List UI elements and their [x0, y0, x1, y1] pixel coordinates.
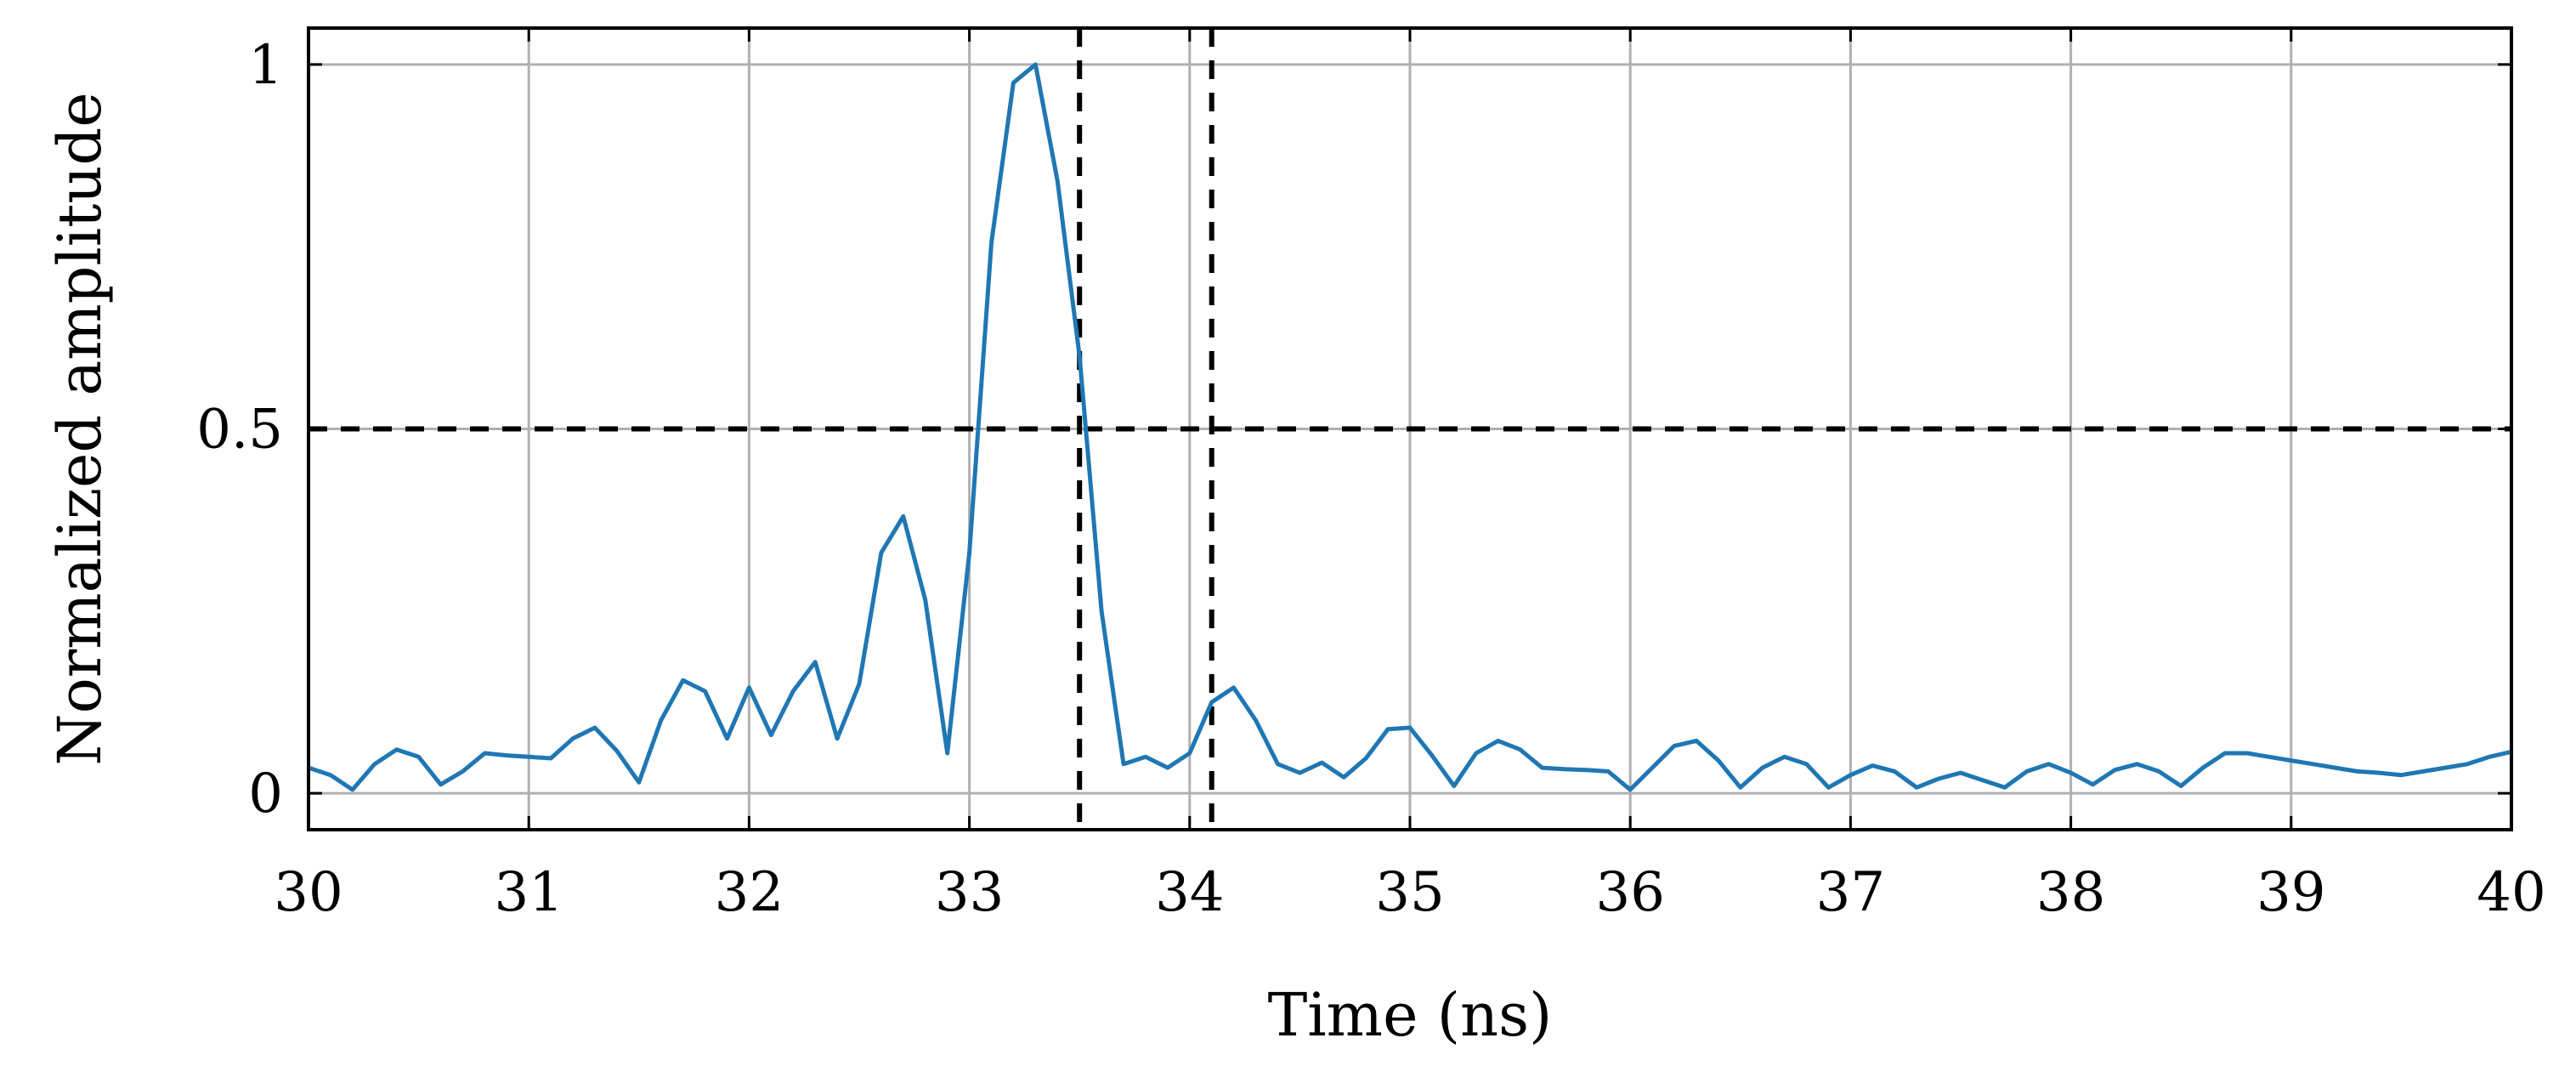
x-axis-label: Time (ns) [1268, 980, 1553, 1050]
x-tick-label: 33 [935, 861, 1004, 924]
tick-labels: 30 31 32 33 34 35 36 37 38 39 40 0 0.5 1 [196, 28, 2546, 924]
y-axis-label: Normalized amplitude [45, 92, 115, 765]
series-layer [308, 62, 2512, 792]
y-tick-label: 0 [248, 763, 283, 825]
x-tick-label: 30 [274, 861, 343, 924]
x-tick-label: 32 [715, 861, 784, 924]
y-tick-label: 1 [248, 34, 283, 97]
x-tick-label: 37 [1816, 861, 1885, 924]
x-tick-label: 36 [1595, 861, 1664, 924]
x-tick-label: 34 [1155, 861, 1224, 924]
x-tick-label: 40 [2477, 861, 2545, 924]
x-tick-label: 39 [2256, 861, 2325, 924]
y-tick-label: 0.5 [196, 399, 283, 462]
series-line [308, 62, 2512, 792]
x-tick-label: 35 [1375, 861, 1444, 924]
x-tick-label: 38 [2036, 861, 2105, 924]
x-tick-label: 31 [494, 861, 563, 924]
reference-lines [309, 28, 2511, 830]
